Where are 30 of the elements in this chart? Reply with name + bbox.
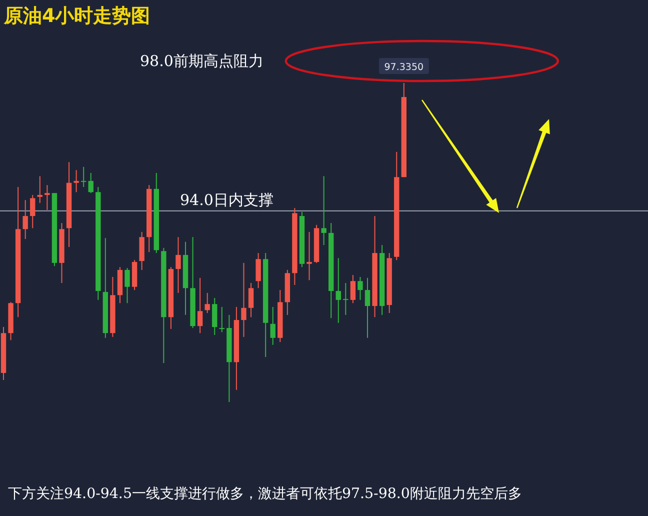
candlestick xyxy=(204,292,210,314)
candlestick xyxy=(74,170,79,193)
candlestick xyxy=(22,200,28,240)
ref-line-label: 94.0日内支撑 xyxy=(180,190,274,209)
candlestick xyxy=(124,268,130,304)
candlestick xyxy=(139,231,144,270)
candlestick xyxy=(241,262,246,338)
candlestick xyxy=(270,306,276,346)
candlestick xyxy=(336,258,341,324)
candlestick xyxy=(350,274,356,304)
text: 下方关注94.0-94.5一线支撑进行做多，激进者可依托97.5-98.0附近阻力先空后多 xyxy=(8,486,522,502)
candlestick xyxy=(306,231,312,281)
candlestick xyxy=(343,282,348,316)
candlestick xyxy=(219,306,224,333)
candlestick xyxy=(44,184,50,210)
candlestick xyxy=(256,252,261,289)
candlestick xyxy=(364,277,370,338)
candlestick xyxy=(321,176,326,246)
candlestick xyxy=(37,176,42,204)
candlestick xyxy=(197,277,203,334)
candlestick xyxy=(248,282,254,318)
annotation: 97.3350 xyxy=(384,62,424,73)
candlestick xyxy=(358,276,363,300)
candlestick xyxy=(176,236,181,294)
candlestick xyxy=(88,172,94,194)
candlestick xyxy=(80,166,86,188)
candlestick xyxy=(30,194,36,229)
chart-title: 原油4小时走势图 xyxy=(3,5,150,27)
candlestick xyxy=(212,298,218,336)
text: 98.0前期高点阻力 xyxy=(140,52,264,70)
